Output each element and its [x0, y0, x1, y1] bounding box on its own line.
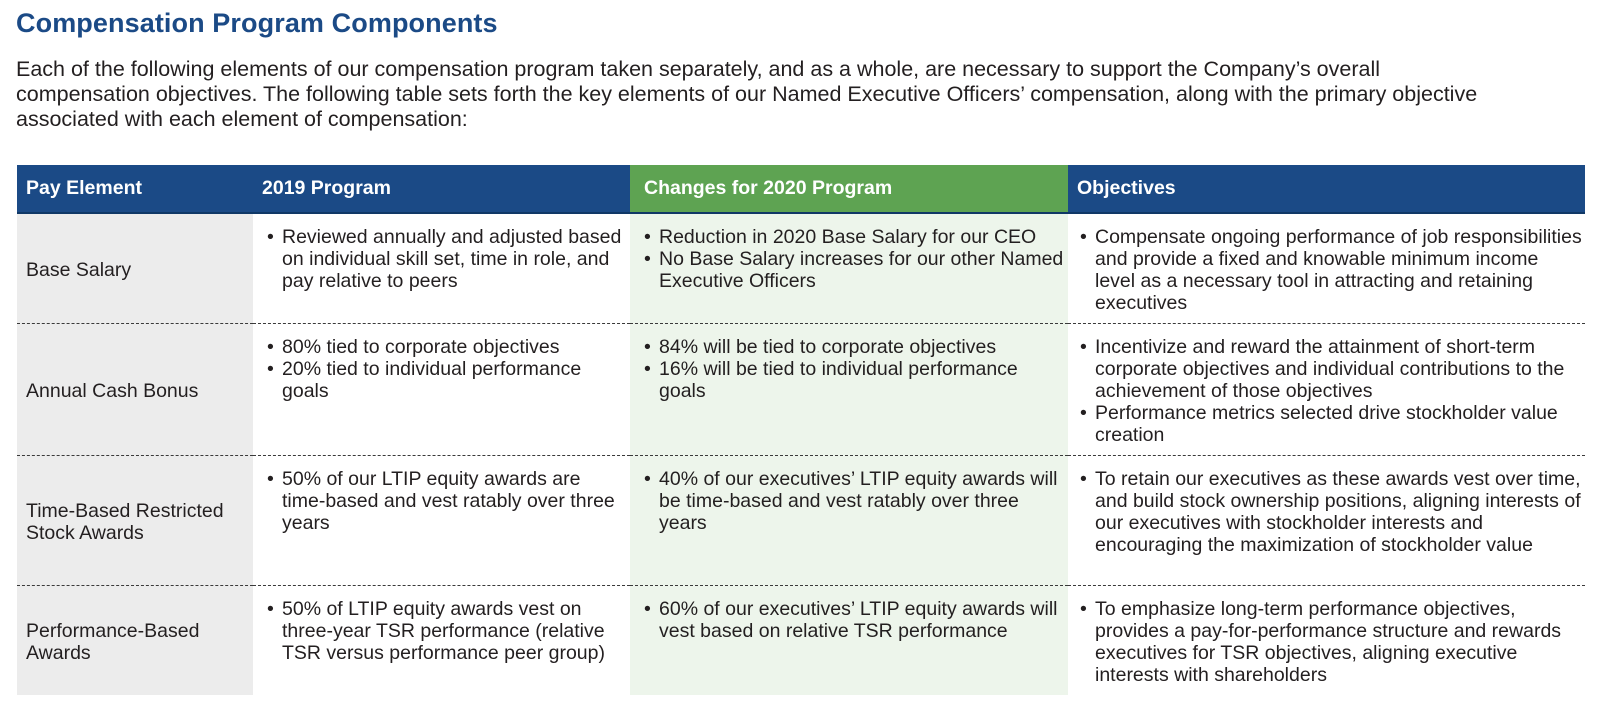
- table-row: Performance-Based Awards 50% of LTIP equ…: [17, 585, 1585, 696]
- table-header-row: Pay Element 2019 Program Changes for 202…: [17, 165, 1585, 214]
- bullet-item: Compensate ongoing performance of job re…: [1080, 226, 1585, 314]
- bullet-item: 20% tied to individual performance goals: [267, 358, 630, 402]
- intro-line: associated with each element of compensa…: [16, 107, 468, 131]
- pay-element-cell: Base Salary: [17, 213, 253, 324]
- table-row: Annual Cash Bonus 80% tied to corporate …: [17, 323, 1585, 456]
- bullet-item: Incentivize and reward the attainment of…: [1080, 336, 1585, 402]
- header-objectives: Objectives: [1068, 165, 1585, 214]
- bullet-item: Performance metrics selected drive stock…: [1080, 402, 1585, 446]
- program-2019-cell: 50% of LTIP equity awards vest on three-…: [253, 586, 630, 696]
- changes-2020-cell: 40% of our executives’ LTIP equity award…: [630, 455, 1068, 586]
- intro-paragraph: Each of the following elements of our co…: [16, 57, 1594, 132]
- program-2019-cell: 80% tied to corporate objectives 20% tie…: [253, 323, 630, 456]
- bullet-item: To retain our executives as these awards…: [1080, 468, 1585, 556]
- changes-2020-cell: Reduction in 2020 Base Salary for our CE…: [630, 213, 1068, 324]
- intro-line: compensation objectives. The following t…: [16, 82, 1478, 106]
- intro-line: Each of the following elements of our co…: [16, 57, 1381, 81]
- bullet-item: To emphasize long-term performance objec…: [1080, 598, 1585, 686]
- bullet-item: 40% of our executives’ LTIP equity award…: [644, 468, 1068, 534]
- bullet-item: No Base Salary increases for our other N…: [644, 248, 1068, 292]
- objectives-cell: Incentivize and reward the attainment of…: [1068, 323, 1585, 456]
- objectives-cell: To emphasize long-term performance objec…: [1068, 586, 1585, 696]
- compensation-table: Pay Element 2019 Program Changes for 202…: [17, 165, 1585, 695]
- objectives-cell: Compensate ongoing performance of job re…: [1068, 213, 1585, 324]
- pay-element-cell: Performance-Based Awards: [17, 585, 253, 695]
- table-row: Base Salary Reviewed annually and adjust…: [17, 213, 1585, 324]
- bullet-item: 84% will be tied to corporate objectives: [644, 336, 1068, 358]
- pay-element-cell: Time-Based Restricted Stock Awards: [17, 455, 253, 586]
- header-pay-element: Pay Element: [17, 165, 253, 214]
- bullet-item: Reviewed annually and adjusted based on …: [267, 226, 630, 292]
- bullet-item: 16% will be tied to individual performan…: [644, 358, 1068, 402]
- bullet-item: 50% of our LTIP equity awards are time-b…: [267, 468, 630, 534]
- bullet-item: 80% tied to corporate objectives: [267, 336, 630, 358]
- bullet-item: 50% of LTIP equity awards vest on three-…: [267, 598, 630, 664]
- program-2019-cell: Reviewed annually and adjusted based on …: [253, 213, 630, 324]
- pay-element-cell: Annual Cash Bonus: [17, 323, 253, 456]
- bullet-item: Reduction in 2020 Base Salary for our CE…: [644, 226, 1068, 248]
- bullet-item: 60% of our executives’ LTIP equity award…: [644, 598, 1068, 642]
- section-title: Compensation Program Components: [16, 8, 498, 38]
- header-changes-2020: Changes for 2020 Program: [630, 165, 1068, 214]
- program-2019-cell: 50% of our LTIP equity awards are time-b…: [253, 455, 630, 586]
- header-2019-program: 2019 Program: [253, 165, 630, 214]
- table-row: Time-Based Restricted Stock Awards 50% o…: [17, 455, 1585, 586]
- changes-2020-cell: 60% of our executives’ LTIP equity award…: [630, 585, 1068, 695]
- changes-2020-cell: 84% will be tied to corporate objectives…: [630, 323, 1068, 456]
- objectives-cell: To retain our executives as these awards…: [1068, 455, 1585, 586]
